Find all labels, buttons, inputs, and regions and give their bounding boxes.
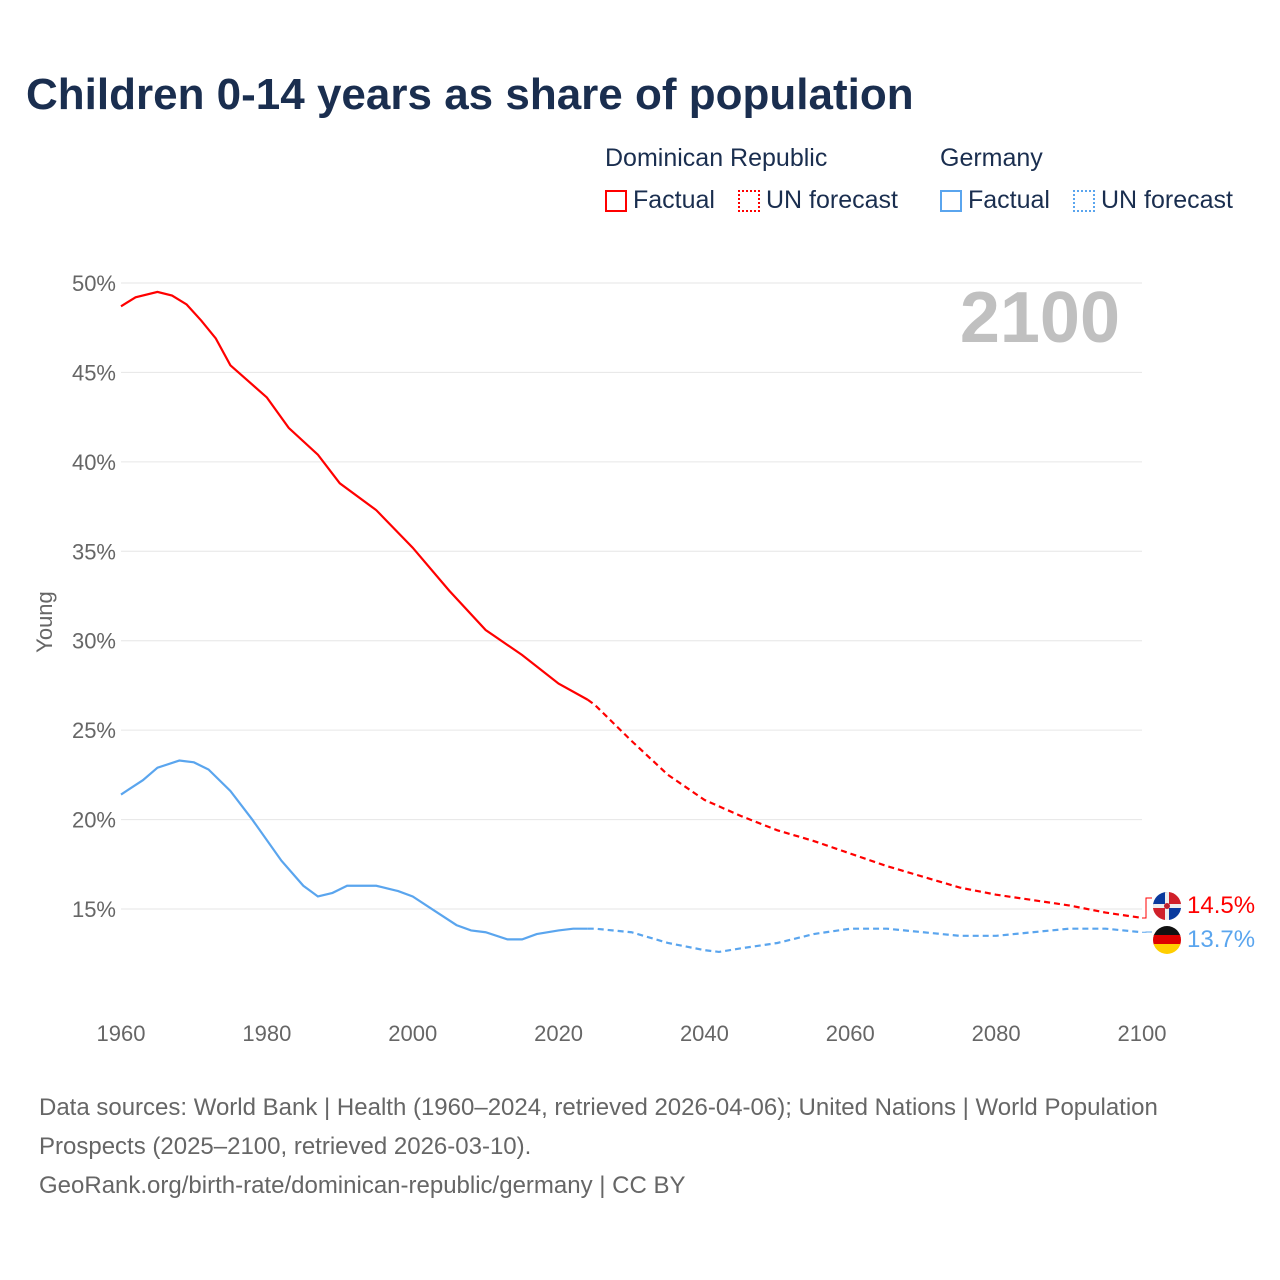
source-line: Data sources: World Bank | Health (1960–… — [39, 1094, 1158, 1160]
series-line-forecast — [587, 698, 1143, 920]
flag-part — [1164, 903, 1170, 909]
series-line-factual — [120, 759, 588, 941]
year-label: 2100 — [960, 278, 1120, 358]
y-tick-label: 35% — [72, 539, 116, 564]
x-tick-label: 1960 — [97, 1021, 146, 1046]
germany-flag-icon — [1153, 926, 1181, 936]
legend-dominican-republic: Dominican Republic — [605, 144, 828, 172]
legend-swatch-dotted — [738, 189, 760, 212]
legend-germany: Germany — [940, 144, 1043, 172]
source-link[interactable]: GeoRank.org/birth-rate/dominican-republi… — [39, 1172, 686, 1199]
y-axis-label: Young — [32, 591, 57, 653]
legend-swatch-solid — [605, 189, 627, 212]
x-tick-label: 2080 — [972, 1021, 1021, 1046]
flag-part — [1153, 944, 1181, 954]
y-tick-label: 15% — [72, 897, 116, 922]
y-tick-label: 50% — [72, 271, 116, 296]
chart-title: Children 0-14 years as share of populati… — [26, 70, 914, 119]
legend-dr-factual[interactable]: Factual — [605, 186, 715, 215]
series-line-factual — [120, 290, 589, 701]
x-tick-label: 2040 — [680, 1021, 729, 1046]
flag-part — [1153, 892, 1167, 906]
x-tick-label: 2000 — [388, 1021, 437, 1046]
source-note: Data sources: World Bank | Health (1960–… — [39, 1088, 1219, 1205]
legend-label: UN forecast — [766, 186, 898, 214]
x-tick-label: 2100 — [1118, 1021, 1167, 1046]
flag-part — [1169, 908, 1181, 920]
flag-part — [1169, 892, 1181, 904]
legend-label: Factual — [968, 186, 1050, 214]
legend-dr-forecast[interactable]: UN forecast — [738, 186, 898, 215]
flag-part — [1153, 935, 1181, 945]
y-tick-label: 45% — [72, 360, 116, 385]
legend-de-factual[interactable]: Factual — [940, 186, 1050, 215]
y-tick-label: 25% — [72, 718, 116, 743]
legend-de-forecast[interactable]: UN forecast — [1073, 186, 1233, 215]
flag-part — [1153, 908, 1165, 920]
end-value-label: 14.5% — [1187, 892, 1255, 919]
legend-label: Factual — [633, 186, 715, 214]
legend-label: UN forecast — [1101, 186, 1233, 214]
series-line-forecast — [587, 927, 1143, 954]
x-tick-label: 2020 — [534, 1021, 583, 1046]
y-tick-label: 20% — [72, 808, 116, 833]
label-connector — [1142, 897, 1152, 919]
plot-area: 15% 20% 25% 30% 35% 40% 45% 50% 1960 1980 2000 2020… — [32, 271, 1255, 1046]
legend-swatch-dotted — [1073, 189, 1095, 212]
x-tick-label: 2060 — [826, 1021, 875, 1046]
y-tick-label: 40% — [72, 450, 116, 475]
end-value-label: 13.7% — [1187, 926, 1255, 953]
y-tick-label: 30% — [72, 629, 116, 654]
legend-swatch-solid — [940, 189, 962, 212]
x-tick-label: 1980 — [242, 1021, 291, 1046]
